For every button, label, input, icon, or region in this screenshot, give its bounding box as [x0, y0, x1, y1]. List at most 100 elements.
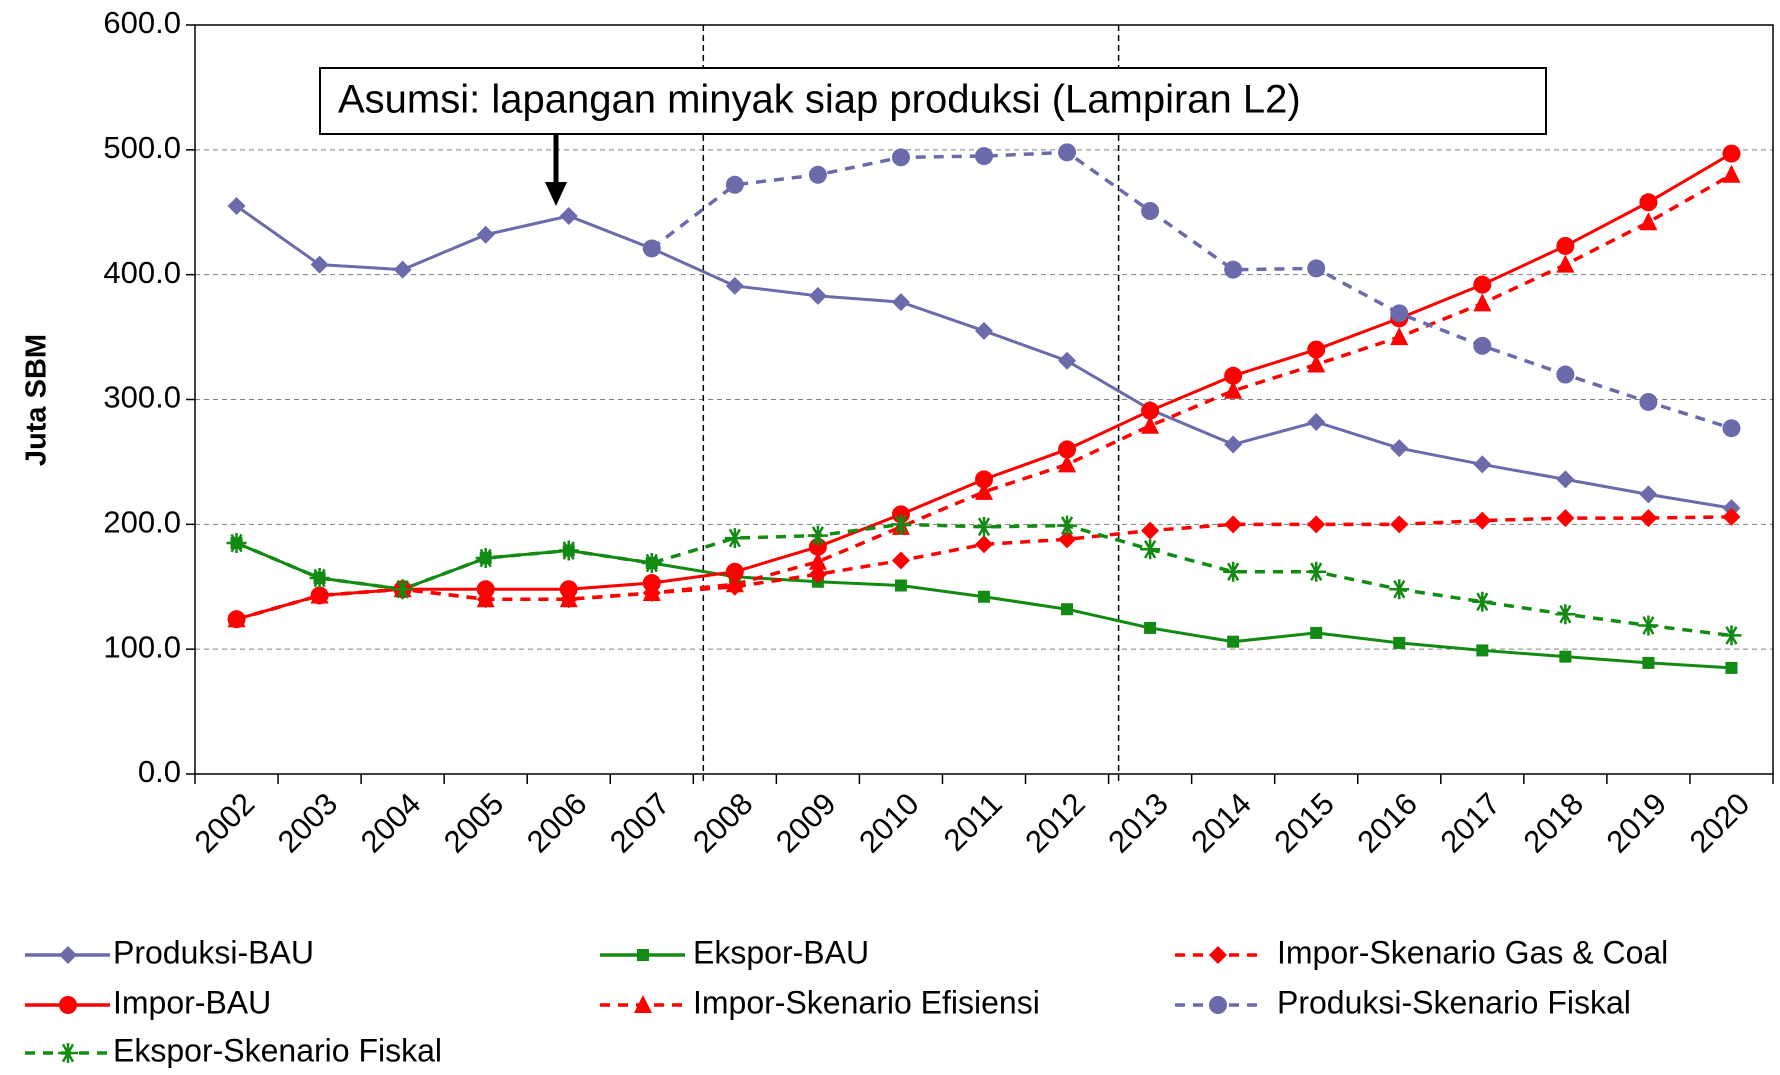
marker	[725, 175, 744, 194]
marker	[725, 276, 744, 295]
legend-label: Impor-Skenario Efisiensi	[693, 984, 1040, 1020]
legend-label: Produksi-BAU	[113, 934, 314, 970]
marker	[1642, 656, 1655, 669]
marker	[642, 582, 661, 601]
marker	[634, 995, 652, 1013]
legend-item: Produksi-Skenario Fiskal	[1175, 984, 1631, 1020]
marker	[1141, 521, 1160, 540]
marker	[1058, 351, 1077, 370]
legend-item: Ekspor-Skenario Fiskal	[25, 1032, 442, 1068]
legend-item: Impor-Skenario Gas & Coal	[1175, 934, 1668, 970]
x-tick-label: 2004	[354, 786, 428, 860]
x-tick-label: 2005	[437, 786, 511, 860]
marker	[1722, 419, 1741, 438]
marker	[1721, 625, 1742, 646]
x-tick-label: 2006	[520, 786, 594, 860]
marker	[975, 321, 993, 340]
legend-item: Impor-BAU	[25, 984, 271, 1020]
annotation: Asumsi: lapangan minyak siap produksi (L…	[338, 78, 1301, 122]
marker	[1639, 212, 1658, 231]
x-tick-label: 2008	[686, 786, 760, 860]
y-tick-label: 100.0	[103, 629, 181, 664]
marker	[1639, 485, 1658, 504]
x-tick-label: 2016	[1350, 786, 1424, 860]
marker	[724, 528, 745, 549]
marker	[1141, 401, 1160, 420]
x-tick-label: 2019	[1600, 786, 1674, 860]
marker	[1057, 515, 1078, 536]
marker	[1310, 626, 1323, 639]
legend-label: Impor-Skenario Gas & Coal	[1277, 934, 1668, 970]
marker	[1306, 561, 1327, 582]
marker	[725, 574, 744, 593]
marker	[975, 470, 993, 489]
marker	[1058, 454, 1077, 473]
marker	[476, 225, 495, 244]
legend-item: Ekspor-BAU	[600, 934, 869, 970]
marker	[1725, 661, 1738, 674]
marker	[1473, 336, 1492, 355]
marker	[1224, 366, 1243, 385]
marker	[1224, 380, 1243, 399]
marker	[975, 535, 993, 554]
marker	[1473, 455, 1492, 474]
x-tick-label: 2010	[852, 786, 926, 860]
marker	[975, 481, 993, 500]
marker	[1141, 202, 1160, 221]
legend-label: Ekspor-BAU	[693, 934, 869, 970]
y-tick-label: 0.0	[138, 754, 181, 789]
marker	[1390, 439, 1409, 458]
marker	[1209, 996, 1227, 1014]
marker	[1224, 515, 1243, 534]
legend-label: Ekspor-Skenario Fiskal	[113, 1032, 442, 1068]
marker	[807, 525, 828, 546]
x-tick-label: 2018	[1517, 786, 1591, 860]
y-axis-label: Juta SBM	[21, 334, 53, 466]
plot-frame	[194, 24, 1774, 775]
marker	[227, 197, 246, 216]
marker	[642, 239, 661, 258]
annotation-box	[319, 67, 1547, 135]
marker	[1058, 143, 1077, 162]
marker	[1061, 603, 1074, 616]
marker	[1639, 193, 1658, 212]
marker	[1473, 293, 1492, 312]
legend-item: Impor-Skenario Efisiensi	[600, 984, 1040, 1020]
marker	[1722, 164, 1741, 183]
marker	[1058, 440, 1077, 459]
marker	[227, 609, 246, 628]
marker	[1224, 260, 1243, 279]
marker	[558, 540, 579, 561]
series-line	[650, 150, 1732, 430]
marker	[559, 206, 578, 225]
x-tick-label: 2015	[1267, 786, 1341, 860]
legend-label: Produksi-Skenario Fiskal	[1277, 984, 1631, 1020]
marker	[1639, 509, 1658, 528]
x-tick-label: 2013	[1101, 786, 1175, 860]
marker	[1144, 621, 1157, 634]
marker	[1556, 254, 1575, 273]
legend-label: Impor-BAU	[113, 984, 271, 1020]
marker	[974, 516, 994, 537]
marker	[891, 148, 910, 167]
marker	[894, 579, 907, 592]
marker	[226, 533, 247, 554]
series-line	[235, 204, 1732, 510]
marker	[641, 553, 662, 574]
marker	[1058, 530, 1077, 549]
marker	[1140, 539, 1161, 560]
marker	[310, 585, 329, 604]
y-tick-label: 300.0	[103, 380, 181, 415]
marker	[1473, 275, 1492, 294]
marker	[1555, 604, 1576, 625]
marker	[59, 946, 77, 964]
marker	[1473, 511, 1492, 530]
marker	[1556, 470, 1575, 489]
marker	[1390, 515, 1409, 534]
marker	[1722, 144, 1741, 163]
y-tick-label: 400.0	[103, 255, 181, 290]
marker	[1639, 392, 1658, 411]
x-tick-label: 2014	[1184, 786, 1258, 860]
marker	[1224, 435, 1243, 454]
marker	[808, 551, 827, 570]
